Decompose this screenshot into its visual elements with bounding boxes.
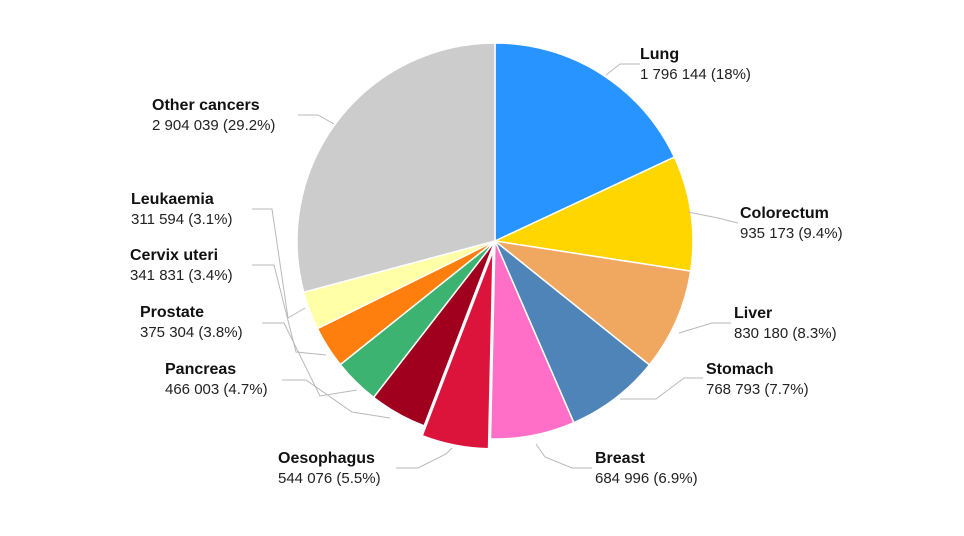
slice-label-value: 544 076 (5.5%) xyxy=(278,470,381,487)
leader-line xyxy=(262,322,358,397)
slice-label-value: 830 180 (8.3%) xyxy=(734,325,837,342)
slice-label-name: Breast xyxy=(595,450,645,467)
slice-label-name: Other cancers xyxy=(152,97,260,114)
slice-label-name: Lung xyxy=(640,46,679,63)
slice-other-cancers xyxy=(296,42,496,294)
slice-breast xyxy=(489,240,575,440)
leader-line xyxy=(252,264,327,356)
slice-label-name: Cervix uteri xyxy=(130,247,218,264)
leader-lines xyxy=(252,63,739,469)
leader-line xyxy=(678,322,731,334)
slice-label-value: 684 996 (6.9%) xyxy=(595,470,698,487)
leader-line xyxy=(687,211,739,224)
slice-label-name: Colorectum xyxy=(740,205,829,222)
slice-label-name: Oesophagus xyxy=(278,450,375,467)
slice-labels: Lung 1 796 144 (18%) Colorectum 935 173 (9.… xyxy=(130,46,843,487)
slice-label-name: Leukaemia xyxy=(131,191,214,208)
slice-liver xyxy=(492,239,692,366)
slice-label-name: Prostate xyxy=(140,304,204,321)
slice-label-value: 466 003 (4.7%) xyxy=(165,381,268,398)
slice-label-value: 375 304 (3.8%) xyxy=(140,324,243,341)
slice-label-value: 341 831 (3.4%) xyxy=(130,267,233,284)
slice-label-value: 2 904 039 (29.2%) xyxy=(152,117,275,134)
slice-label-value: 1 796 144 (18%) xyxy=(640,66,751,83)
leader-line xyxy=(396,447,453,469)
slice-label-name: Stomach xyxy=(706,361,774,378)
slice-stomach xyxy=(494,240,651,424)
leader-line xyxy=(535,443,592,469)
slice-label-name: Liver xyxy=(734,305,772,322)
leader-line xyxy=(298,114,335,125)
slice-oesophagus xyxy=(421,250,494,450)
leader-line xyxy=(605,63,640,76)
slice-label-name: Pancreas xyxy=(165,361,236,378)
slice-label-value: 768 793 (7.7%) xyxy=(706,381,809,398)
slice-label-value: 935 173 (9.4%) xyxy=(740,225,843,242)
pie-slices xyxy=(296,42,694,450)
slice-lung xyxy=(494,42,676,243)
leader-line xyxy=(620,377,703,400)
leader-line xyxy=(252,208,306,319)
leader-line xyxy=(282,379,391,419)
slice-label-value: 311 594 (3.1%) xyxy=(131,211,232,228)
